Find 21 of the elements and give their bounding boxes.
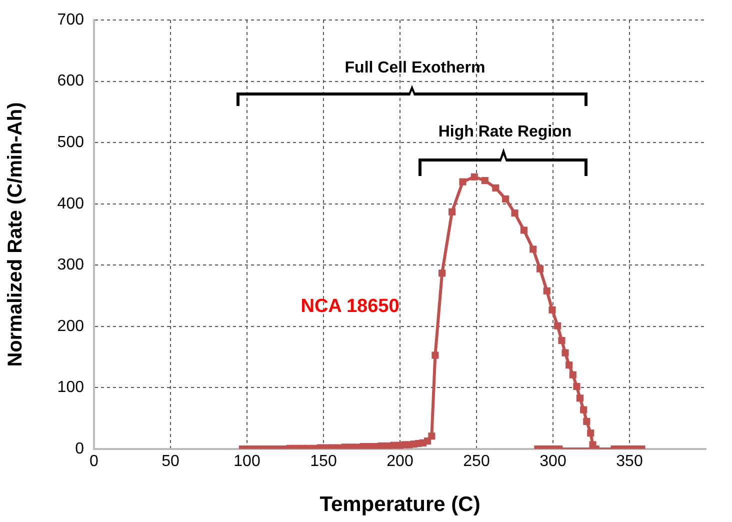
y-tick-label: 100	[57, 379, 84, 396]
annotation: Full Cell Exotherm	[344, 59, 486, 76]
annotation: High Rate Region	[438, 123, 572, 140]
x-tick-label: 150	[310, 453, 337, 470]
x-tick-label: 350	[616, 453, 643, 470]
y-tick-label: 200	[57, 318, 84, 335]
x-tick-label: 250	[463, 453, 490, 470]
y-tick-label: 600	[57, 72, 84, 90]
x-axis-title: Temperature (C)	[320, 493, 480, 516]
x-tick-label: 0	[90, 453, 99, 470]
x-tick-label: 100	[234, 453, 260, 470]
y-tick-label: 500	[57, 134, 84, 151]
text: NCA 18650	[300, 296, 400, 318]
y-axis-title: Normalized Rate (C/min-Ah)	[4, 102, 27, 367]
y-tick-label: 0	[75, 440, 84, 458]
y-tick-label: 700	[57, 11, 84, 28]
y-tick-label: 400	[57, 195, 84, 212]
x-tick-label: 300	[540, 453, 566, 470]
y-tick-label: 300	[57, 256, 84, 274]
x-tick-label: 50	[162, 453, 180, 470]
x-tick-label: 200	[386, 453, 414, 470]
